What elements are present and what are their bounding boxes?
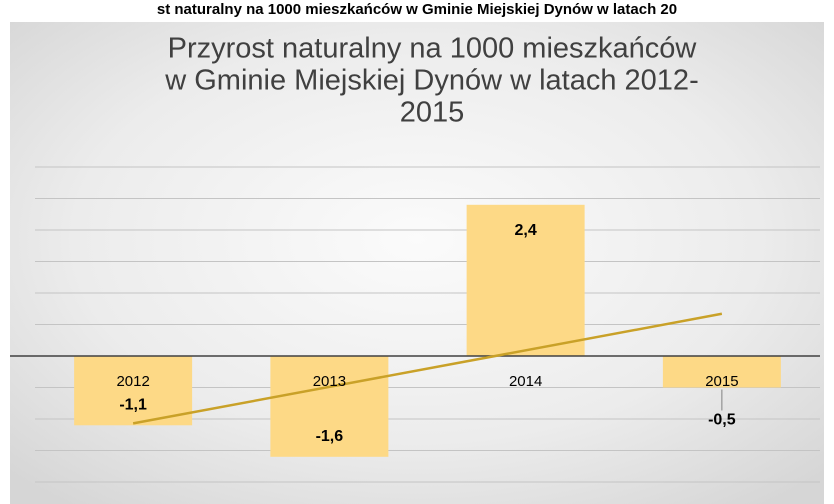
category-label: 2014 <box>509 373 542 390</box>
trendline <box>132 312 723 425</box>
data-label: -1,6 <box>316 428 344 445</box>
data-label: -1,1 <box>119 397 147 414</box>
category-label: 2012 <box>116 373 149 390</box>
data-label: -0,5 <box>708 412 736 429</box>
bar <box>662 356 781 388</box>
bar <box>270 356 389 457</box>
bar <box>74 356 193 426</box>
chart-title: 2015 <box>400 97 465 129</box>
chart-title: Przyrost naturalny na 1000 mieszkańców <box>168 33 698 65</box>
category-label: 2013 <box>313 373 346 390</box>
category-label: 2015 <box>705 373 738 390</box>
chart-title: w Gminie Miejskiej Dynów w latach 2012- <box>164 65 698 97</box>
header-text: st naturalny na 1000 mieszkańców w Gmini… <box>157 1 677 18</box>
data-label: 2,4 <box>515 222 537 239</box>
bar <box>466 204 585 356</box>
